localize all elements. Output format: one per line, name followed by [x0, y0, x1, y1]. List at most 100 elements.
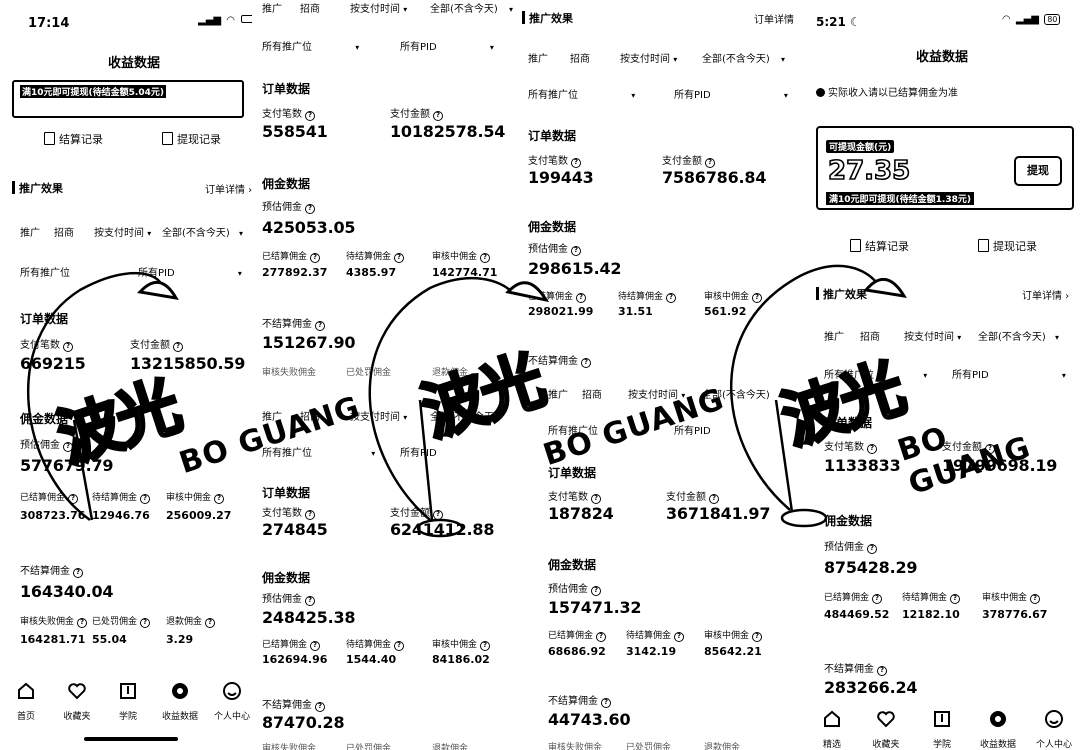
reviewing-label: 审核中佣金? — [982, 590, 1041, 604]
pid-select[interactable]: 所有PID ▾ — [952, 370, 1066, 381]
settle-record-link[interactable]: 结算记录 — [850, 238, 909, 254]
unsettled-label: 不结算佣金? — [528, 352, 591, 368]
settled-value: 298021.99 — [528, 305, 594, 318]
est-commission-label: 预估佣金? — [262, 198, 315, 214]
nav-home[interactable]: 首页 — [2, 682, 50, 723]
tab-promo-2[interactable]: 推广 — [548, 390, 568, 401]
nav-academy[interactable]: 学院 — [104, 682, 152, 723]
order-data-heading-2: 订单数据 — [262, 486, 311, 500]
screenshot-panel-2: 推广 招商 按支付时间 ▾ 全部(不含今天) ▾ 所有推广位 ▾ 所有PID ▾… — [254, 0, 516, 750]
tab-promo[interactable]: 推广 — [262, 4, 282, 15]
home-indicator — [84, 737, 178, 741]
settled-value: 277892.37 — [262, 266, 328, 279]
order-detail-link[interactable]: 订单详情 › — [1022, 291, 1070, 302]
tab-merchant[interactable]: 招商 — [860, 332, 880, 343]
tab-promo[interactable]: 推广 — [824, 332, 844, 343]
nav-profile[interactable]: 个人中心 — [1030, 710, 1078, 750]
commission-data-heading-2: 佣金数据 — [262, 571, 311, 585]
position-select[interactable]: 所有推广位 ▾ — [262, 42, 360, 53]
position-select[interactable]: 所有推广位 ▾ — [528, 90, 636, 101]
time-type-select[interactable]: 按支付时间 ▾ — [620, 54, 678, 65]
document-icon — [44, 132, 55, 145]
time-type-select-2[interactable]: 按支付时间 ▾ — [628, 390, 686, 401]
settle-record-link[interactable]: 结算记录 — [44, 131, 103, 147]
unsettled-label: 不结算佣金? — [262, 315, 325, 331]
refund-value: 3.29 — [166, 633, 194, 646]
time-type-select[interactable]: 按支付时间 ▾ — [350, 4, 408, 15]
nav-favorites-label: 收藏夹 — [63, 712, 91, 722]
tab-promo-2[interactable]: 推广 — [262, 412, 282, 423]
page-title: 收益数据 — [108, 56, 161, 71]
reviewing-label: 审核中佣金? — [704, 289, 763, 303]
signal-icon: ▂▄▆ — [1015, 14, 1039, 25]
position-select[interactable]: 所有推广位 — [20, 268, 70, 279]
order-data-heading: 订单数据 — [262, 82, 311, 96]
unsettled-value: 164340.04 — [20, 582, 114, 601]
position-select-2[interactable]: 所有推广位 ▾ — [262, 448, 376, 459]
commission-data-heading: 佣金数据 — [824, 514, 873, 528]
nav-favorites-label: 收藏夹 — [872, 740, 900, 750]
tab-merchant[interactable]: 招商 — [570, 54, 590, 65]
pay-amount-value-2: 6241412.88 — [390, 520, 495, 539]
time-type-select[interactable]: 按支付时间 ▾ — [94, 228, 152, 239]
settled-label: 已结算佣金? — [262, 249, 321, 263]
range-select[interactable]: 全部(不含今天) ▾ — [978, 332, 1060, 343]
pending-value: 12946.76 — [92, 509, 150, 522]
pid-select[interactable]: 所有PID ▾ — [400, 42, 494, 53]
pid-select[interactable]: 所有PID ▾ — [138, 268, 242, 279]
settle-record-label: 结算记录 — [59, 133, 103, 146]
est-commission-label-2: 预估佣金? — [548, 580, 601, 596]
est-commission-value: 577679.79 — [20, 456, 114, 475]
book-icon — [120, 683, 136, 699]
range-select[interactable]: 全部(不含今天) ▾ — [702, 54, 786, 65]
reviewing-value: 142774.71 — [432, 266, 498, 279]
pay-amount-value: 13215850.59 — [130, 354, 246, 373]
nav-earnings[interactable]: 收益数据 — [974, 710, 1022, 750]
range-select[interactable]: 全部(不含今天) ▾ — [430, 4, 514, 15]
status-time: 5:21 ☾ — [816, 15, 861, 29]
pid-select[interactable]: 所有PID ▾ — [674, 90, 788, 101]
position-select[interactable]: 所有推广位 ▾ — [824, 370, 928, 381]
commission-data-heading-2: 佣金数据 — [548, 558, 597, 572]
range-select-2[interactable]: 全部(不含今天) ▾ — [702, 390, 784, 401]
nav-featured[interactable]: 精选 — [808, 710, 856, 750]
order-detail-link[interactable]: 订单详情 › — [205, 185, 252, 196]
tab-merchant-2[interactable]: 招商 — [300, 412, 320, 423]
withdraw-card: 可提现金额(元) 27.35 满10元即可提现(待结金额1.38元) 提现 — [816, 126, 1074, 210]
nav-earnings[interactable]: 收益数据 — [156, 682, 204, 723]
nav-favorites[interactable]: 收藏夹 — [862, 710, 910, 750]
withdraw-record-link[interactable]: 提现记录 — [978, 238, 1037, 254]
tab-promo[interactable]: 推广 — [20, 228, 40, 239]
pending-label-2: 待结算佣金? — [626, 628, 685, 642]
range-select-2[interactable]: 全部(不含今天) — [430, 412, 498, 423]
order-detail-link[interactable]: 订单详情 — [754, 15, 794, 26]
settled-label: 已结算佣金? — [20, 490, 79, 504]
tab-merchant-2[interactable]: 招商 — [582, 390, 602, 401]
pid-select-2[interactable]: 所有PID — [674, 426, 711, 437]
tab-merchant[interactable]: 招商 — [54, 228, 74, 239]
refund-label-2: 退款佣金 — [432, 744, 469, 750]
pid-select-2[interactable]: 所有PID — [400, 448, 437, 459]
nav-favorites[interactable]: 收藏夹 — [53, 682, 101, 723]
wallet-icon — [978, 239, 989, 252]
position-select-2[interactable]: 所有推广位 ▾ — [548, 426, 646, 437]
nav-profile[interactable]: 个人中心 — [208, 682, 252, 723]
tab-promo[interactable]: 推广 — [528, 54, 548, 65]
audit-fail-label: 审核失败佣金 — [262, 368, 317, 378]
invalid-label: 已处罚佣金 — [346, 368, 392, 378]
time-type-select-2[interactable]: 按支付时间 ▾ — [350, 412, 408, 423]
withdraw-record-link[interactable]: 提现记录 — [162, 131, 221, 147]
pay-count-value-2: 187824 — [548, 504, 614, 523]
pending-label: 待结算佣金? — [92, 490, 151, 504]
time-type-select[interactable]: 按支付时间 ▾ — [904, 332, 962, 343]
tab-merchant[interactable]: 招商 — [300, 4, 320, 15]
commission-data-heading: 佣金数据 — [20, 412, 69, 426]
withdraw-banner: 满10元即可提现(待结金额5.04元) — [12, 80, 244, 118]
withdraw-button[interactable]: 提现 — [1014, 156, 1062, 186]
range-select[interactable]: 全部(不含今天) ▾ — [162, 228, 244, 239]
nav-academy[interactable]: 学院 — [918, 710, 966, 750]
heart-icon — [68, 683, 86, 700]
home-icon — [824, 710, 840, 727]
nav-academy-label: 学院 — [118, 712, 137, 722]
screenshot-panel-4: 5:21 ☾ ◠ ▂▄▆ 80 收益数据 实际收入请以已结算佣金为准 可提现金额… — [808, 0, 1080, 750]
